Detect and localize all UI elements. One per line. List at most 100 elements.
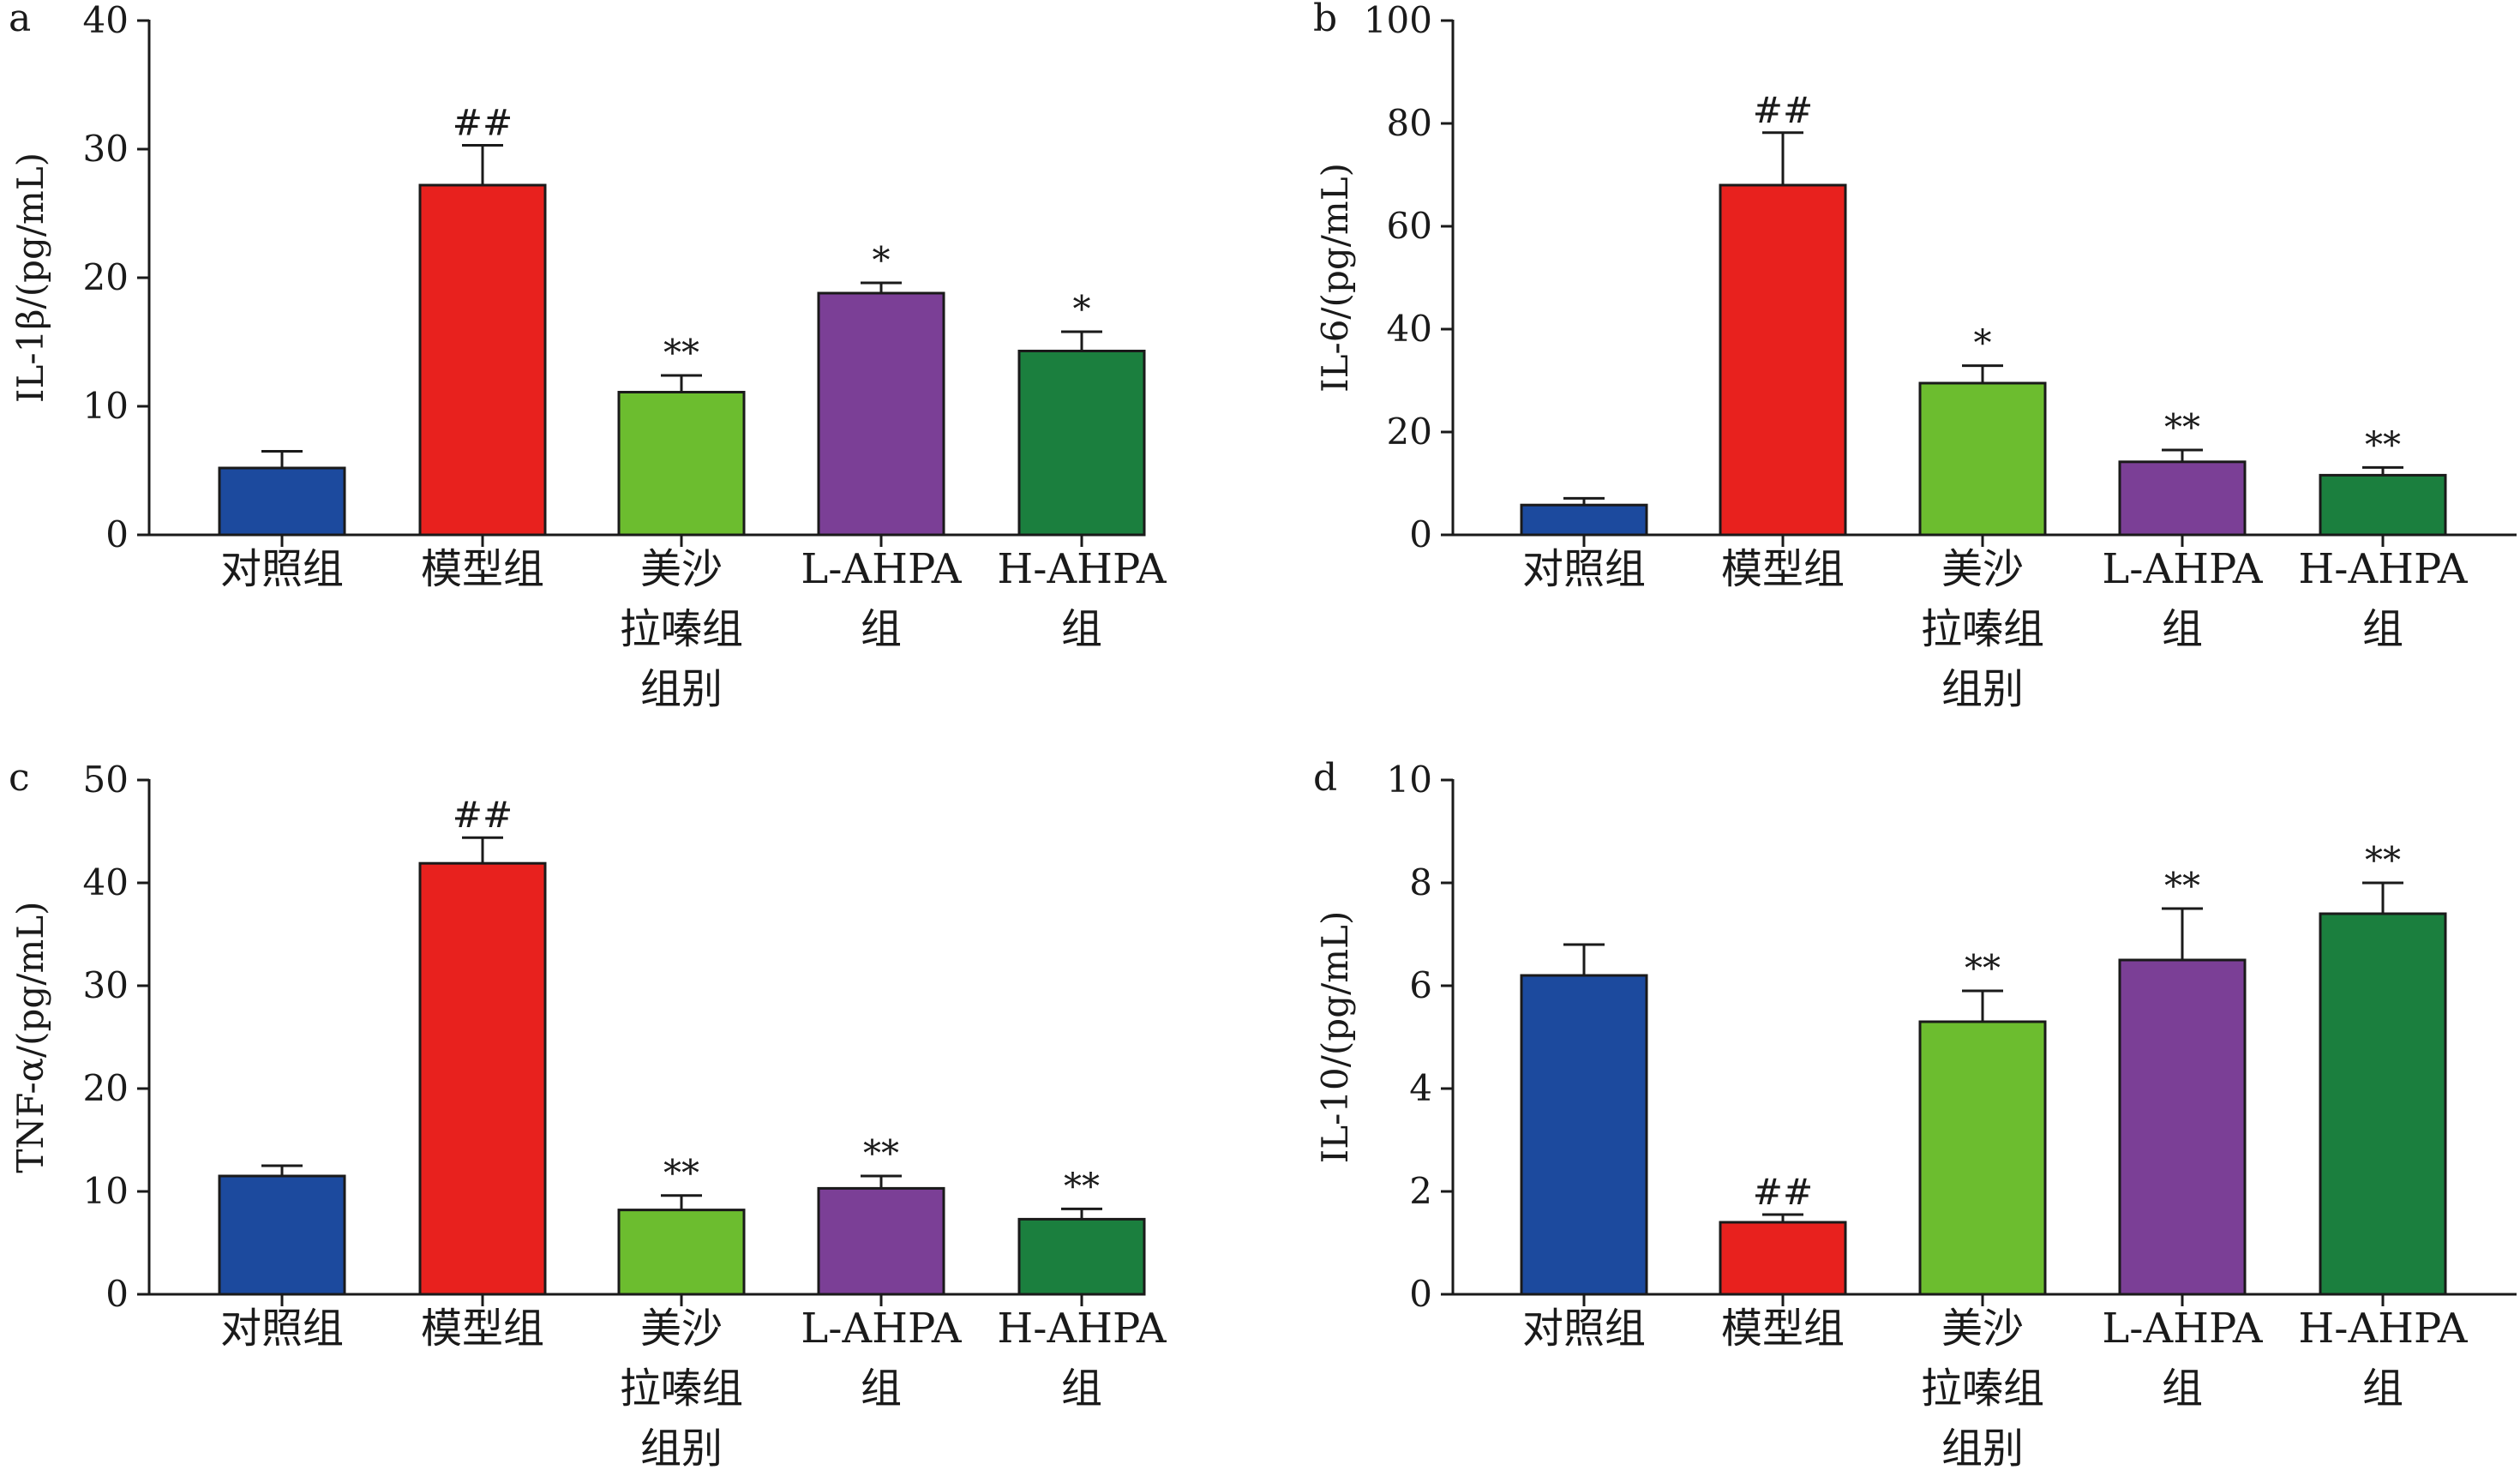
y-tick-label: 6 bbox=[1409, 964, 1432, 1006]
bar bbox=[617, 1209, 746, 1296]
category-label: 对照组 bbox=[220, 1305, 344, 1353]
bar bbox=[218, 466, 346, 537]
category-label: L-AHPA bbox=[801, 1305, 963, 1353]
significance-label: ** bbox=[1965, 947, 2001, 989]
category-label: 对照组 bbox=[220, 545, 344, 593]
significance-label: ** bbox=[1064, 1165, 1100, 1207]
significance-label: * bbox=[1073, 288, 1091, 330]
y-tick-label: 100 bbox=[1364, 0, 1432, 41]
category-label: 美沙 bbox=[640, 545, 723, 593]
category-label: 对照组 bbox=[1522, 1305, 1646, 1353]
category-label: 组别 bbox=[640, 1425, 723, 1473]
bar bbox=[418, 861, 547, 1296]
category-label: 组 bbox=[2162, 1365, 2203, 1413]
category-label: 拉嗪组 bbox=[1921, 1365, 2044, 1413]
category-label: H-AHPA bbox=[997, 545, 1167, 593]
significance-label: ## bbox=[1753, 1171, 1813, 1213]
y-tick-label: 30 bbox=[83, 128, 129, 170]
category-label: 拉嗪组 bbox=[1921, 605, 2044, 653]
y-tick-label: 50 bbox=[83, 759, 129, 801]
bar bbox=[2118, 958, 2247, 1296]
category-label: 模型组 bbox=[421, 1305, 544, 1353]
category-label: 模型组 bbox=[421, 545, 544, 593]
significance-label: ** bbox=[863, 1132, 899, 1174]
bar bbox=[1017, 1217, 1146, 1296]
significance-label: ** bbox=[2365, 839, 2401, 881]
panel-letter: d bbox=[1313, 756, 1337, 800]
bar bbox=[1017, 350, 1146, 537]
category-label: H-AHPA bbox=[2298, 545, 2468, 593]
category-label: 模型组 bbox=[1721, 545, 1845, 593]
category-label: 美沙 bbox=[640, 1305, 723, 1353]
bar bbox=[817, 1186, 945, 1296]
significance-label: ** bbox=[2164, 406, 2200, 448]
y-tick-label: 10 bbox=[83, 385, 129, 427]
category-label: 对照组 bbox=[1522, 545, 1646, 593]
category-label: 模型组 bbox=[1721, 1305, 1845, 1353]
y-tick-label: 40 bbox=[83, 0, 129, 41]
bar bbox=[418, 183, 547, 537]
bar bbox=[2319, 912, 2447, 1296]
panel-letter: a bbox=[9, 0, 31, 40]
significance-label: ** bbox=[2164, 865, 2200, 907]
category-label: L-AHPA bbox=[2102, 545, 2264, 593]
y-tick-label: 60 bbox=[1387, 205, 1432, 247]
y-tick-label: 20 bbox=[83, 1067, 129, 1109]
category-label: 拉嗪组 bbox=[620, 605, 743, 653]
category-label: 组 bbox=[2162, 605, 2203, 653]
bar bbox=[2319, 473, 2447, 537]
bar bbox=[1719, 183, 1847, 537]
category-label: 组 bbox=[2362, 605, 2403, 653]
bar bbox=[1520, 974, 1648, 1296]
category-label: 美沙 bbox=[1941, 1305, 2024, 1353]
y-tick-label: 10 bbox=[83, 1170, 129, 1212]
bar bbox=[1918, 381, 2047, 537]
y-tick-label: 0 bbox=[105, 1273, 129, 1315]
bar bbox=[1719, 1221, 1847, 1296]
category-label: 组 bbox=[1061, 1365, 1102, 1413]
significance-label: ** bbox=[663, 332, 699, 374]
y-tick-label: 0 bbox=[1409, 1273, 1432, 1315]
category-label: 组 bbox=[1061, 605, 1102, 653]
y-tick-label: 0 bbox=[1409, 513, 1432, 555]
category-label: 组别 bbox=[1941, 665, 2024, 713]
y-tick-label: 40 bbox=[1387, 308, 1432, 350]
y-tick-label: 8 bbox=[1409, 861, 1432, 903]
significance-label: ## bbox=[1753, 89, 1813, 131]
panel-letter: b bbox=[1313, 0, 1337, 40]
bar bbox=[1520, 503, 1648, 537]
category-label: 组 bbox=[861, 605, 902, 653]
significance-label: ## bbox=[453, 794, 513, 836]
category-label: L-AHPA bbox=[801, 545, 963, 593]
y-tick-label: 40 bbox=[83, 861, 129, 903]
bar bbox=[817, 291, 945, 537]
significance-label: * bbox=[873, 239, 891, 281]
y-axis-label: TNF-α/(pg/mL) bbox=[9, 901, 51, 1173]
y-axis-label: IL-10/(pg/mL) bbox=[1314, 911, 1356, 1164]
category-label: 组 bbox=[2362, 1365, 2403, 1413]
significance-label: * bbox=[1974, 322, 1992, 364]
category-label: H-AHPA bbox=[997, 1305, 1167, 1353]
y-tick-label: 4 bbox=[1409, 1067, 1432, 1109]
bar bbox=[2118, 460, 2247, 537]
category-label: 拉嗪组 bbox=[620, 1365, 743, 1413]
significance-label: ** bbox=[2365, 423, 2401, 465]
bar bbox=[218, 1174, 346, 1296]
y-axis-label: IL-6/(pg/mL) bbox=[1314, 163, 1356, 393]
category-label: H-AHPA bbox=[2298, 1305, 2468, 1353]
y-tick-label: 20 bbox=[1387, 411, 1432, 453]
significance-label: ** bbox=[663, 1152, 699, 1194]
category-label: 组别 bbox=[1941, 1425, 2024, 1473]
bar bbox=[617, 391, 746, 537]
y-tick-label: 0 bbox=[105, 513, 129, 555]
y-tick-label: 10 bbox=[1387, 759, 1432, 801]
y-tick-label: 20 bbox=[83, 256, 129, 298]
category-label: 组别 bbox=[640, 665, 723, 713]
y-tick-label: 80 bbox=[1387, 102, 1432, 144]
y-tick-label: 2 bbox=[1409, 1170, 1432, 1212]
